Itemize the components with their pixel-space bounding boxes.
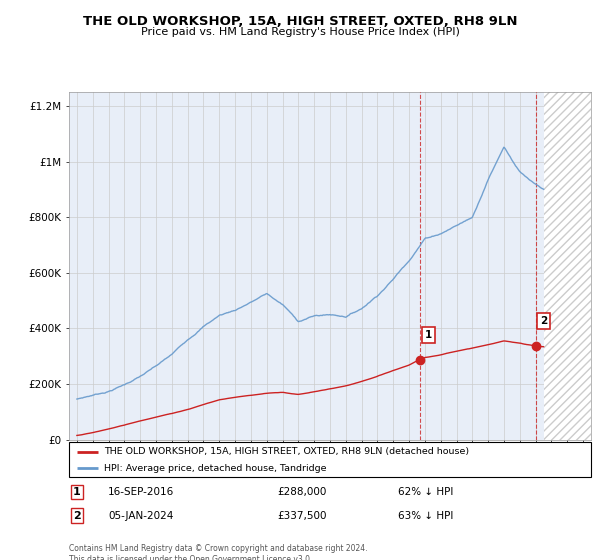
Text: £288,000: £288,000 [278,487,327,497]
Text: Price paid vs. HM Land Registry's House Price Index (HPI): Price paid vs. HM Land Registry's House … [140,27,460,37]
Text: 05-JAN-2024: 05-JAN-2024 [108,511,173,521]
Text: HPI: Average price, detached house, Tandridge: HPI: Average price, detached house, Tand… [104,464,327,473]
Text: 2: 2 [73,511,81,521]
Text: £337,500: £337,500 [278,511,328,521]
Text: THE OLD WORKSHOP, 15A, HIGH STREET, OXTED, RH8 9LN (detached house): THE OLD WORKSHOP, 15A, HIGH STREET, OXTE… [104,447,470,456]
Text: 1: 1 [73,487,81,497]
Text: 63% ↓ HPI: 63% ↓ HPI [398,511,453,521]
Text: THE OLD WORKSHOP, 15A, HIGH STREET, OXTED, RH8 9LN: THE OLD WORKSHOP, 15A, HIGH STREET, OXTE… [83,15,517,27]
Text: 2: 2 [540,316,547,326]
Text: Contains HM Land Registry data © Crown copyright and database right 2024.
This d: Contains HM Land Registry data © Crown c… [69,544,367,560]
Text: 62% ↓ HPI: 62% ↓ HPI [398,487,453,497]
Bar [544,92,591,440]
FancyBboxPatch shape [69,442,591,477]
Bar [544,92,591,440]
Text: 1: 1 [425,330,432,339]
Text: 16-SEP-2016: 16-SEP-2016 [108,487,175,497]
